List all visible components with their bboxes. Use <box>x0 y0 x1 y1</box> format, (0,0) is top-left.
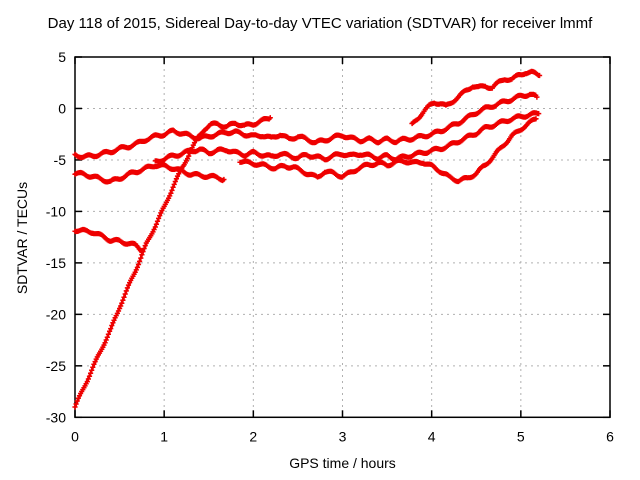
y-tick-label: -5 <box>54 152 67 168</box>
x-axis-label: GPS time / hours <box>289 455 396 471</box>
x-tick-label: 6 <box>606 428 614 444</box>
y-tick-label: -30 <box>46 409 66 425</box>
x-tick-label: 3 <box>339 428 347 444</box>
series-points-arc-lower-dipper <box>237 116 539 185</box>
series-points-arc-low-short <box>72 226 146 255</box>
y-tick-label: 5 <box>58 49 66 65</box>
y-tick-label: 0 <box>58 100 66 116</box>
series-points-arc-upper-long <box>72 91 540 161</box>
x-tick-label: 4 <box>428 428 436 444</box>
series-points-arc-top-right-riser <box>409 68 543 127</box>
y-axis-label: SDTVAR / TECUs <box>14 181 30 295</box>
chart-title: Day 118 of 2015, Sidereal Day-to-day VTE… <box>47 15 593 32</box>
y-tick-label: -20 <box>46 306 66 322</box>
x-tick-label: 2 <box>249 428 257 444</box>
series-points-arc-middle-long <box>152 110 542 165</box>
x-tick-label: 5 <box>517 428 525 444</box>
x-tick-label: 1 <box>160 428 168 444</box>
y-tick-label: -10 <box>46 203 66 219</box>
x-tick-label: 0 <box>71 428 79 444</box>
series-line-arc-upper-long <box>74 92 538 159</box>
series-points-arc-second-dip <box>72 162 227 185</box>
y-tick-label: -25 <box>46 358 66 374</box>
y-tick-label: -15 <box>46 255 66 271</box>
